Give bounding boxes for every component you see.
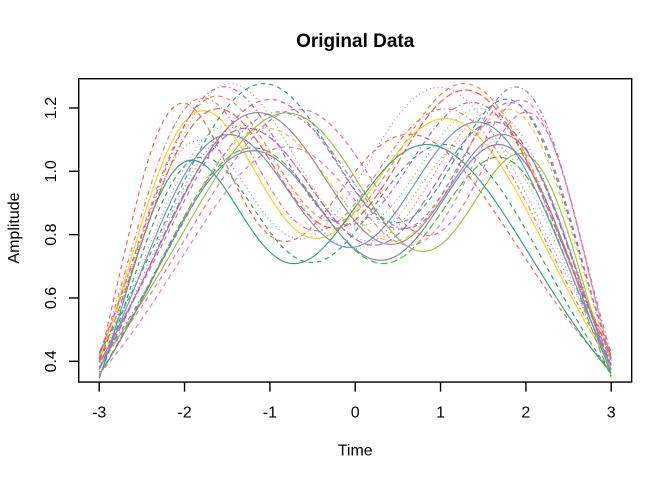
svg-text:0.6: 0.6 — [43, 287, 60, 309]
svg-text:0: 0 — [351, 405, 360, 422]
svg-text:Time: Time — [338, 443, 373, 460]
svg-text:1: 1 — [436, 405, 445, 422]
svg-text:3: 3 — [607, 405, 616, 422]
svg-text:1.0: 1.0 — [43, 160, 60, 182]
svg-text:-3: -3 — [92, 405, 106, 422]
svg-text:0.8: 0.8 — [43, 223, 60, 245]
svg-text:2: 2 — [521, 405, 530, 422]
svg-text:-2: -2 — [177, 405, 191, 422]
svg-text:Amplitude: Amplitude — [6, 192, 23, 263]
svg-text:-1: -1 — [263, 405, 277, 422]
svg-text:1.2: 1.2 — [43, 97, 60, 119]
svg-text:Original Data: Original Data — [296, 31, 415, 52]
svg-text:0.4: 0.4 — [43, 350, 60, 372]
